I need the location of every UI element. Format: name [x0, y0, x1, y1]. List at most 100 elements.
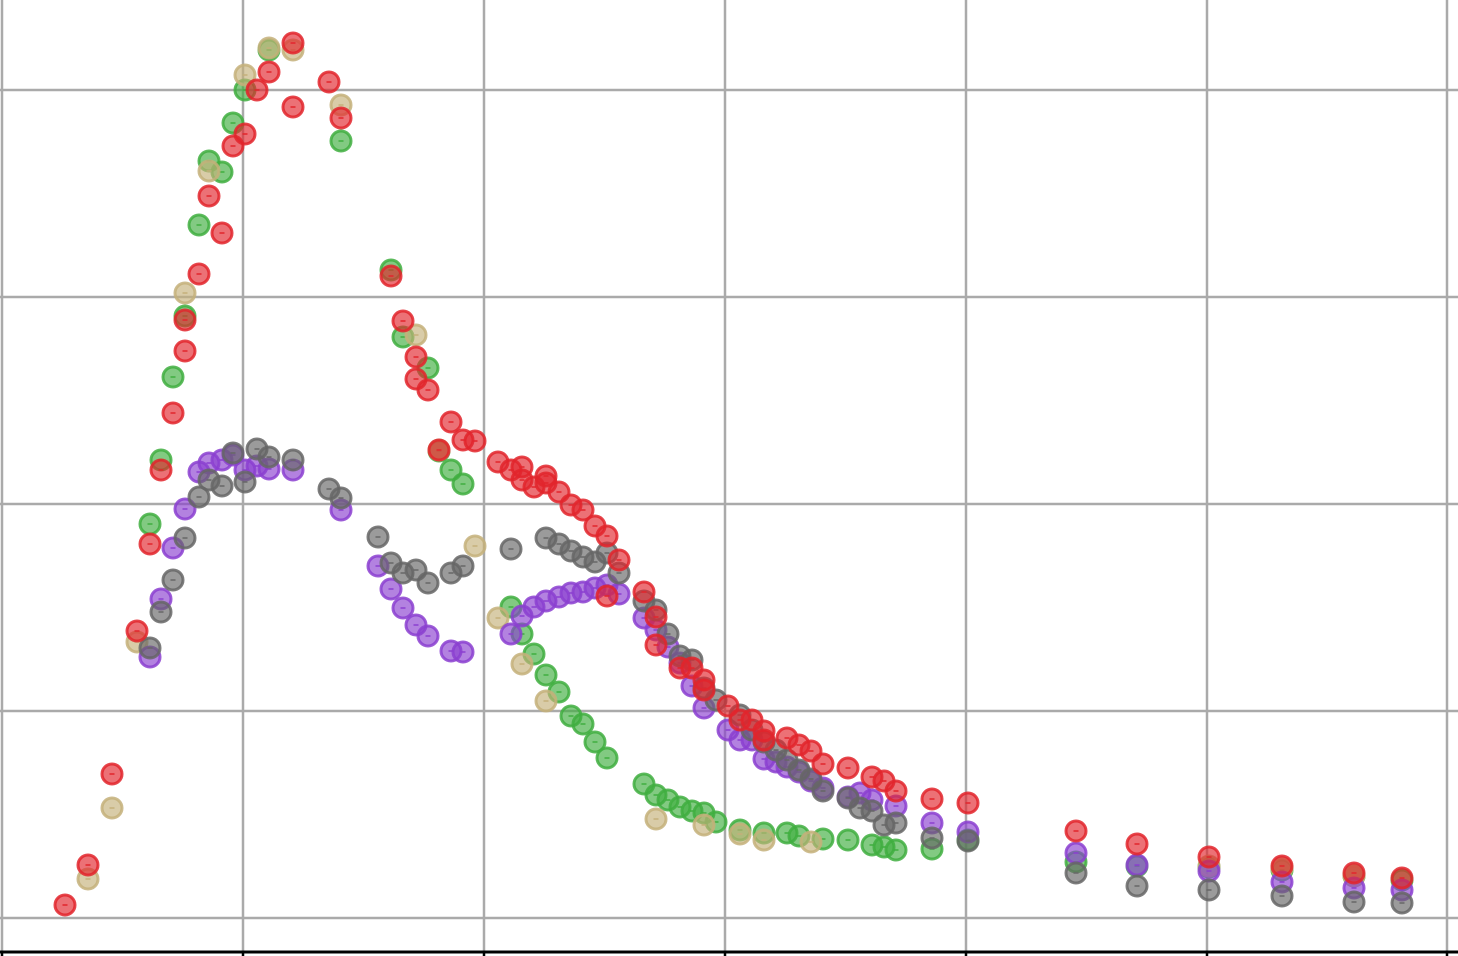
- scatter-point: [138, 532, 162, 556]
- scatter-point: [187, 262, 211, 286]
- scatter-point: [632, 580, 656, 604]
- scatter-point: [811, 752, 835, 776]
- scatter-point: [149, 600, 173, 624]
- scatter-point: [138, 512, 162, 536]
- scatter-point: [884, 811, 908, 835]
- scatter-point: [571, 712, 595, 736]
- scatter-point: [173, 339, 197, 363]
- scatter-point: [257, 445, 281, 469]
- scatter-point: [1270, 854, 1294, 878]
- scatter-point: [233, 470, 257, 494]
- scatter-point: [583, 730, 607, 754]
- scatter-point: [245, 78, 269, 102]
- scatter-point: [173, 308, 197, 332]
- scatter-point: [644, 605, 668, 629]
- scatter-point: [329, 129, 353, 153]
- scatter-point: [149, 458, 173, 482]
- scatter-point: [1390, 866, 1414, 890]
- scatter-point: [427, 438, 451, 462]
- scatter-point: [257, 36, 281, 60]
- scatter-point: [53, 893, 77, 917]
- scatter-point: [1064, 841, 1088, 865]
- scatter-point: [451, 640, 475, 664]
- scatter-point: [329, 106, 353, 130]
- scatter-point: [404, 345, 428, 369]
- scatter-point: [499, 537, 523, 561]
- scatter-point: [956, 791, 980, 815]
- scatter-point: [1064, 861, 1088, 885]
- scatter-point: [76, 853, 100, 877]
- scatter-point: [125, 619, 149, 643]
- scatter-point: [799, 830, 823, 854]
- scatter-point: [416, 378, 440, 402]
- scatter-point: [281, 448, 305, 472]
- scatter-point: [257, 60, 281, 84]
- scatter-point: [534, 689, 558, 713]
- scatter-point: [1064, 819, 1088, 843]
- scatter-point: [281, 95, 305, 119]
- scatter-point: [451, 472, 475, 496]
- scatter-point: [379, 264, 403, 288]
- scatter-point: [571, 498, 595, 522]
- scatter-point: [197, 184, 221, 208]
- scatter-point: [486, 606, 510, 630]
- scatter-point: [221, 441, 245, 465]
- scatter-point: [161, 401, 185, 425]
- scatter-point: [607, 548, 631, 572]
- scatter-point: [595, 584, 619, 608]
- scatter-point: [644, 633, 668, 657]
- scatter-point: [595, 746, 619, 770]
- scatter-point: [1342, 890, 1366, 914]
- scatter-point: [379, 577, 403, 601]
- scatter-point: [1197, 878, 1221, 902]
- scatter-point: [1197, 845, 1221, 869]
- scatter-point: [510, 652, 534, 676]
- scatter-point: [499, 622, 523, 646]
- scatter-point: [416, 571, 440, 595]
- plot-area: [53, 31, 1414, 917]
- scatter-point: [463, 534, 487, 558]
- scatter-point: [451, 554, 475, 578]
- scatter-point: [173, 281, 197, 305]
- scatter-point: [391, 309, 415, 333]
- scatter-point: [920, 826, 944, 850]
- scatter-point: [920, 787, 944, 811]
- scatter-point: [1125, 874, 1149, 898]
- scatter-point: [233, 63, 257, 87]
- scatter-point: [752, 728, 776, 752]
- scatter-point: [1270, 884, 1294, 908]
- scatter-point: [366, 525, 390, 549]
- scatter-point: [595, 524, 619, 548]
- scatter-point: [884, 838, 908, 862]
- scatter-point: [534, 663, 558, 687]
- scatter-point: [100, 796, 124, 820]
- scatter-point: [210, 221, 234, 245]
- scatter-point: [404, 323, 428, 347]
- scatter-point: [161, 568, 185, 592]
- scatter-point: [210, 474, 234, 498]
- scatter-point: [233, 122, 257, 146]
- scatter-point: [811, 779, 835, 803]
- scatter-point: [692, 813, 716, 837]
- scatter-point: [161, 365, 185, 389]
- scatter-point: [1125, 832, 1149, 856]
- scatter-point: [1125, 853, 1149, 877]
- scatter-point: [644, 807, 668, 831]
- scatter-point: [439, 410, 463, 434]
- scatter-point: [1390, 891, 1414, 915]
- scatter-point: [138, 636, 162, 660]
- scatter-point: [692, 678, 716, 702]
- scatter-point: [463, 429, 487, 453]
- scatter-point: [329, 486, 353, 510]
- scatter-point: [884, 779, 908, 803]
- scatter-point: [173, 526, 197, 550]
- scatter-point: [197, 159, 221, 183]
- scatter-point: [836, 756, 860, 780]
- scatter-point: [391, 596, 415, 620]
- scatter-point: [187, 213, 211, 237]
- scatter-point: [281, 31, 305, 55]
- scatter-point: [100, 762, 124, 786]
- scatter-point: [1342, 861, 1366, 885]
